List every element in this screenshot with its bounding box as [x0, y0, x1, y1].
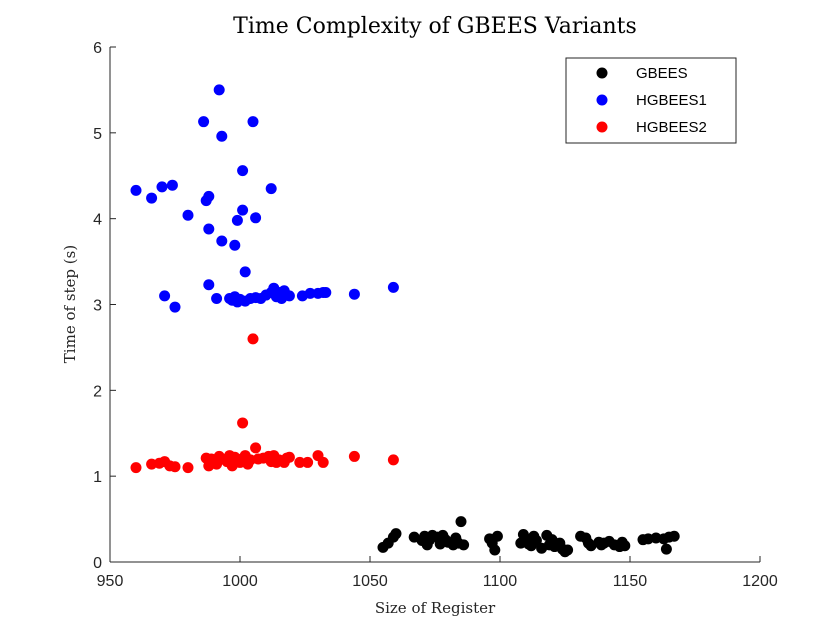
hgbees2-point — [169, 461, 181, 473]
hgbees1-point — [304, 287, 316, 299]
gbees-point — [491, 530, 503, 542]
hgbees1-point — [159, 290, 171, 302]
gbees-point — [530, 535, 542, 547]
y-tick-label: 4 — [93, 212, 102, 229]
x-axis-label: Size of Register — [375, 599, 496, 617]
gbees-point — [458, 539, 470, 551]
legend-box — [565, 57, 737, 144]
hgbees1-point — [211, 292, 223, 304]
legend-label-gbees: GBEES — [636, 65, 688, 82]
gbees-point — [668, 530, 680, 542]
gbees-point — [390, 528, 402, 540]
hgbees1-point — [348, 288, 360, 300]
hgbees1-point — [265, 183, 277, 195]
hgbees1-point — [237, 204, 249, 216]
gbees-point — [619, 540, 631, 552]
y-tick-label: 5 — [93, 126, 102, 143]
x-tick-label: 1000 — [222, 573, 258, 590]
gbees-point — [489, 544, 501, 556]
hgbees1-point — [250, 212, 262, 224]
hgbees1-point — [182, 209, 194, 221]
hgbees1-point — [198, 116, 210, 128]
legend-marker-hgbees1 — [596, 94, 608, 106]
x-tick-label: 1100 — [483, 573, 518, 590]
hgbees1-point — [387, 281, 399, 293]
y-axis-label: Time of step (s) — [61, 245, 79, 363]
hgbees1-point — [130, 184, 142, 196]
hgbees1-point — [166, 179, 178, 191]
hgbees2-point — [348, 450, 360, 462]
hgbees2-point — [237, 417, 249, 429]
x-tick-label: 1150 — [613, 573, 648, 590]
hgbees2-point — [182, 462, 194, 474]
hgbees1-point — [146, 192, 158, 204]
plot-area: 950 1000 1050 1100 1150 1200 0 1 2 3 4 5 6 — [93, 40, 778, 590]
x-tick-label: 1050 — [352, 573, 388, 590]
hgbees1-point — [229, 239, 241, 251]
hgbees1-point — [203, 223, 215, 235]
hgbees2-point — [130, 462, 142, 474]
hgbees1-point — [216, 235, 228, 247]
y-tick-label: 3 — [93, 298, 102, 315]
gbees-point — [455, 516, 467, 528]
hgbees1-point — [213, 84, 225, 96]
hgbees1-point — [231, 214, 243, 226]
hgbees1-point — [203, 190, 215, 202]
hgbees1-point — [169, 301, 181, 313]
y-tick-label: 2 — [93, 383, 102, 400]
gbees-point — [562, 544, 574, 556]
gbees-point — [660, 543, 672, 555]
hgbees2-point — [283, 451, 295, 463]
y-tick-label: 0 — [93, 555, 102, 572]
y-tick-label: 1 — [93, 469, 102, 486]
hgbees1-point — [216, 130, 228, 142]
hgbees1-point — [283, 290, 295, 302]
hgbees2-point — [294, 456, 306, 468]
hgbees1-point — [320, 286, 332, 298]
hgbees1-point — [239, 266, 251, 278]
hgbees2-point — [317, 456, 329, 468]
hgbees2-point — [387, 454, 399, 466]
hgbees2-point — [302, 456, 314, 468]
x-tick-label: 950 — [97, 573, 124, 590]
hgbees1-point — [237, 165, 249, 177]
hgbees2-point — [250, 442, 262, 454]
y-tick-label: 6 — [93, 40, 102, 57]
x-tick-label: 1200 — [742, 573, 778, 590]
legend: GBEES HGBEES1 HGBEES2 — [565, 57, 737, 144]
hgbees1-point — [156, 181, 168, 193]
legend-marker-gbees — [596, 67, 608, 79]
hgbees2-point — [247, 333, 259, 345]
chart-title: Time Complexity of GBEES Variants — [233, 14, 637, 39]
legend-label-hgbees1: HGBEES1 — [636, 92, 707, 109]
hgbees1-point — [247, 116, 259, 128]
legend-label-hgbees2: HGBEES2 — [636, 119, 707, 136]
hgbees1-point — [203, 279, 215, 291]
legend-marker-hgbees2 — [596, 121, 608, 133]
